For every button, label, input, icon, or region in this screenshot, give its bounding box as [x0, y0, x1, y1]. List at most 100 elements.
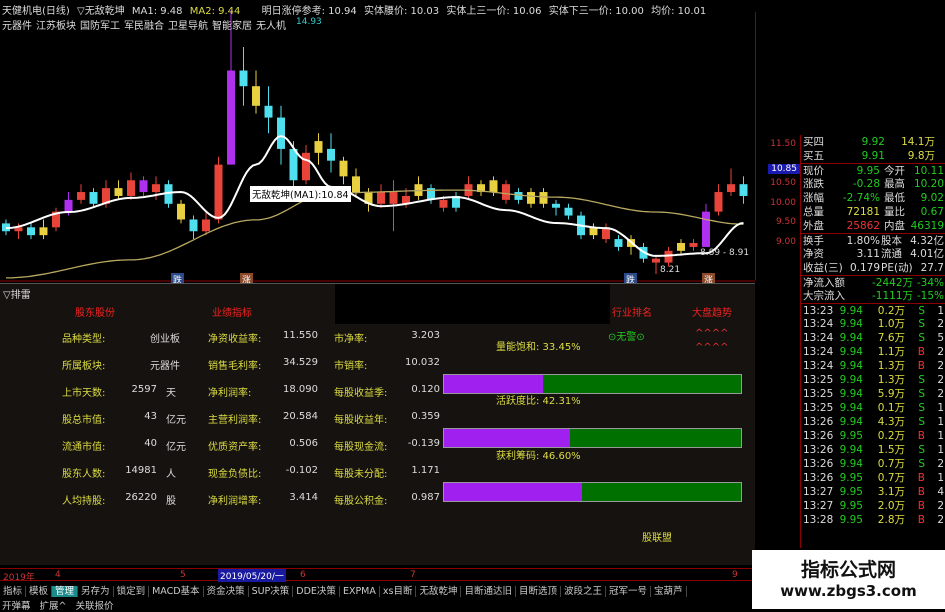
header-holdings: 股东股份	[75, 308, 115, 319]
metric-value: 20.584	[283, 411, 318, 422]
toolbar-tab[interactable]: MACD基本	[149, 586, 204, 597]
cell: 13:25	[803, 388, 834, 400]
cell: 现价	[803, 165, 824, 177]
candle	[27, 227, 35, 236]
header-market-trend: 大盘趋势	[692, 308, 732, 319]
avg-price: 均价: 10.01	[651, 6, 707, 17]
metric-label: 每股收益季:	[334, 388, 388, 399]
sector-tag[interactable]: 军民融合	[124, 21, 164, 32]
stat-row: 净资 3.11 流通 4.01亿	[801, 247, 945, 261]
metric-label: 主营利润率:	[208, 415, 262, 426]
metric-label: 所属板块:	[62, 361, 106, 372]
toolbar-tab[interactable]: 波段之王	[561, 586, 607, 597]
toolbar-tab[interactable]: 指标	[0, 586, 27, 597]
toolbar-tab[interactable]: 无敌乾坤	[416, 586, 462, 597]
cell: 1	[937, 416, 944, 428]
candle	[64, 199, 73, 212]
cell: -1111万	[871, 290, 913, 302]
danmaku-button[interactable]: 开弹幕	[2, 601, 31, 612]
expand-button[interactable]: 扩展^	[39, 601, 67, 612]
metric-label: 市销率:	[334, 361, 368, 372]
candle	[177, 203, 185, 220]
cell: 13:25	[803, 402, 834, 414]
cell: 5.9万	[877, 388, 905, 400]
stat-row: 现价 9.95 今开 10.11	[801, 163, 945, 177]
cell: 1.0万	[877, 318, 905, 330]
toolbar-tab[interactable]: DDE决策	[293, 586, 340, 597]
toolbar-tab[interactable]: SUP决策	[248, 586, 294, 597]
sector-tag[interactable]: 江苏板块	[36, 21, 76, 32]
ma-tooltip: 无敌乾坤(MA1):10.84	[250, 186, 351, 202]
toolbar-tab[interactable]: 锁定到	[113, 586, 150, 597]
toolbar-tab[interactable]: 另存为	[78, 586, 114, 597]
cell: 13:26	[803, 444, 834, 456]
candle	[52, 211, 60, 228]
cell: 9.92	[861, 136, 885, 148]
stat-row: 涨幅 -2.74% 最低 9.02	[801, 191, 945, 205]
tick-row: 13:26 9.95 0.2万 B 1	[801, 429, 945, 443]
time-axis[interactable]: 2019年 4 5 2019/05/20/一 6 7 9	[0, 568, 755, 583]
metric-label: 每股现金流:	[334, 442, 388, 453]
candlestick-chart[interactable]	[0, 0, 755, 283]
candle	[602, 227, 610, 240]
price-tick: 9.50	[775, 217, 796, 228]
cell: 4.3万	[877, 416, 905, 428]
candle	[677, 243, 685, 251]
candle	[539, 192, 548, 204]
toolbar-tab[interactable]: 目断选顶	[515, 586, 561, 597]
toolbar-tab[interactable]: 宝葫芦	[651, 586, 687, 597]
sector-tag[interactable]: 智能家居	[212, 21, 252, 32]
toolbar-tab[interactable]: 管理	[52, 586, 79, 597]
price-tick: 10.00	[770, 197, 796, 208]
cell: 9.95	[839, 500, 863, 512]
watermark-url: www.zbgs3.com	[780, 582, 917, 600]
toolbar-tab[interactable]: EXPMA	[339, 586, 380, 597]
candle	[114, 188, 123, 196]
panel-title[interactable]: ▽排雷	[3, 290, 31, 301]
cell: 9.02	[920, 192, 944, 204]
cell: 9.94	[839, 402, 863, 414]
cell: 9.94	[839, 416, 863, 428]
cell: 13:27	[803, 500, 834, 512]
toolbar-tab[interactable]: 冠军一号	[606, 586, 652, 597]
metric-value: 2597	[131, 384, 157, 395]
cell: 股本	[881, 235, 902, 247]
metric-label: 每股公积金:	[334, 496, 388, 507]
toolbar-tab[interactable]: 目断通达旧	[461, 586, 516, 597]
metric-label: 销售毛利率:	[208, 361, 262, 372]
sector-tag[interactable]: 元器件	[2, 21, 32, 32]
cell: 2	[937, 514, 944, 526]
toolbar-tab[interactable]: xs目断	[379, 586, 417, 597]
metric-label: 品种类型:	[62, 334, 106, 345]
cell: 0.179	[849, 262, 880, 274]
candle	[239, 70, 248, 87]
cell: 大宗流入	[803, 290, 845, 302]
metric-value: 10.032	[405, 357, 440, 368]
sector-tag[interactable]: 无人机	[256, 21, 286, 32]
cell: 13:26	[803, 416, 834, 428]
candle	[402, 195, 410, 204]
cell: 13:28	[803, 514, 834, 526]
tick-row: 13:23 9.94 0.2万 S 1	[801, 303, 945, 317]
toolbar-tab[interactable]: 资金决策	[203, 586, 249, 597]
indicator-name[interactable]: ▽无敌乾坤	[77, 6, 125, 17]
candle	[127, 180, 135, 196]
stock-name[interactable]: 天健机电(日线)	[2, 6, 70, 17]
metric-unit: 亿元	[166, 442, 186, 453]
progress-fill	[444, 375, 544, 393]
cell: 4	[937, 486, 944, 498]
sector-tag[interactable]: 国防军工	[80, 21, 120, 32]
candle	[89, 192, 98, 204]
cell: S	[918, 458, 925, 470]
candle	[689, 243, 698, 247]
cell: 量比	[884, 206, 905, 218]
tick-row: 13:24 9.94 1.3万 B 2	[801, 359, 945, 373]
candle	[377, 192, 385, 204]
toolbar-tab[interactable]: 模板	[26, 586, 53, 597]
related-quote-button[interactable]: 关联报价	[75, 601, 114, 612]
cell: 9.95	[839, 430, 863, 442]
cell: 2	[937, 318, 944, 330]
cell: 1	[937, 305, 944, 317]
sector-tag[interactable]: 卫星导航	[168, 21, 208, 32]
price-axis[interactable]: 11.50 10.85 10.50 10.00 9.50 9.00	[755, 12, 800, 280]
